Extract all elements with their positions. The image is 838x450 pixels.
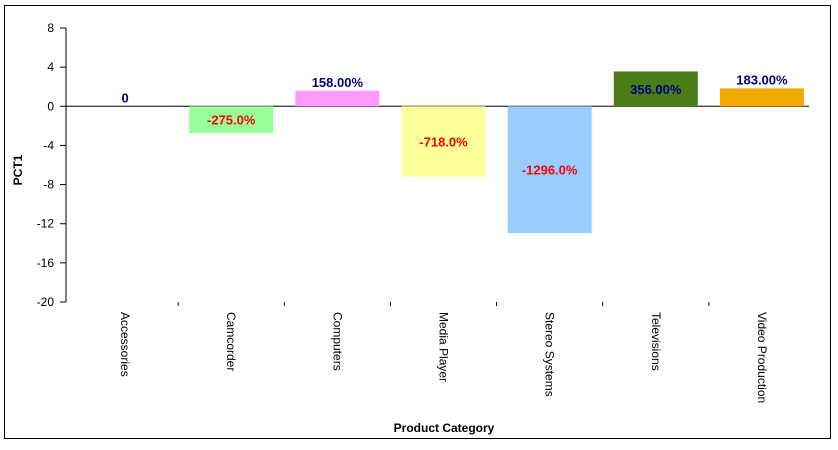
- bar-camcorder: [189, 106, 274, 134]
- x-tick-label: Accessories: [118, 312, 132, 377]
- x-tick-label: Media Player: [437, 312, 451, 382]
- y-tick-label: -8: [43, 178, 54, 192]
- bar-media-player: [401, 106, 486, 177]
- x-tick-label: Camcorder: [224, 312, 238, 371]
- bars: [189, 71, 804, 234]
- x-axis-title: Product Category: [394, 421, 495, 435]
- data-label: 0: [121, 90, 128, 105]
- x-tick-label: Televisions: [649, 312, 663, 371]
- bar-stereo-systems: [507, 106, 592, 234]
- y-tick-label: -4: [43, 138, 54, 152]
- data-labels: 0 -275.0% 158.00% -718.0% -1296.0% 356.00% 183…: [121, 72, 788, 177]
- bar-video-production: [719, 88, 804, 107]
- y-tick-label: -20: [37, 295, 55, 309]
- x-tick-label: Computers: [330, 312, 344, 371]
- data-label: -718.0%: [419, 134, 468, 149]
- y-tick-label: 4: [47, 60, 54, 74]
- data-label: 183.00%: [736, 72, 788, 87]
- y-tick-label: -12: [37, 217, 55, 231]
- y-tick-label: -16: [37, 256, 55, 270]
- x-tick-label: Stereo Systems: [543, 312, 557, 397]
- bar-computers: [295, 90, 380, 107]
- data-label: 356.00%: [630, 82, 682, 97]
- y-tick-label: 0: [47, 99, 54, 113]
- y-tick-label: 8: [47, 21, 54, 35]
- y-axis-title: PCT1: [11, 154, 25, 185]
- data-label: -1296.0%: [522, 163, 578, 178]
- data-label: 158.00%: [312, 75, 364, 90]
- x-tick-label: Video Production: [755, 312, 769, 403]
- bar-televisions: [613, 71, 698, 107]
- data-label: -275.0%: [207, 113, 256, 128]
